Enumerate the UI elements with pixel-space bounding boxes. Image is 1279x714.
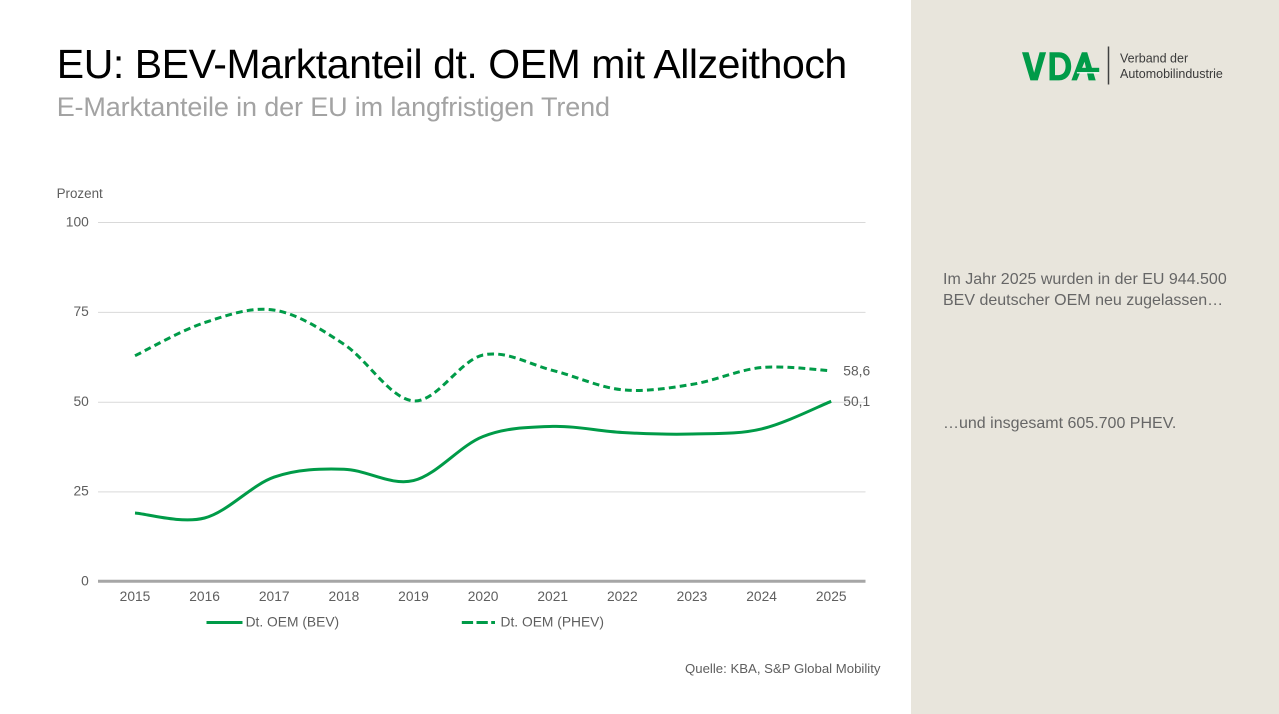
svg-text:50: 50 [73,394,89,409]
svg-text:2025: 2025 [816,589,847,604]
svg-text:2015: 2015 [120,589,151,604]
svg-text:2020: 2020 [468,589,499,604]
svg-text:50,1: 50,1 [843,394,870,409]
svg-text:Dt. OEM (BEV): Dt. OEM (BEV) [246,614,340,629]
svg-text:Automobilindustrie: Automobilindustrie [1120,67,1223,81]
svg-text:2022: 2022 [607,589,638,604]
svg-text:2017: 2017 [259,589,290,604]
svg-text:2016: 2016 [189,589,220,604]
svg-text:2021: 2021 [537,589,568,604]
svg-text:100: 100 [66,214,89,229]
svg-text:58,6: 58,6 [843,364,870,379]
svg-text:Verband der: Verband der [1120,51,1188,65]
svg-text:Prozent: Prozent [57,186,103,201]
svg-text:2018: 2018 [329,589,360,604]
svg-text:0: 0 [81,574,89,589]
svg-text:2024: 2024 [746,589,777,604]
svg-text:2019: 2019 [398,589,429,604]
svg-text:75: 75 [73,304,89,319]
svg-text:2023: 2023 [677,589,708,604]
svg-text:25: 25 [73,484,89,499]
svg-text:Dt. OEM (PHEV): Dt. OEM (PHEV) [501,614,604,629]
